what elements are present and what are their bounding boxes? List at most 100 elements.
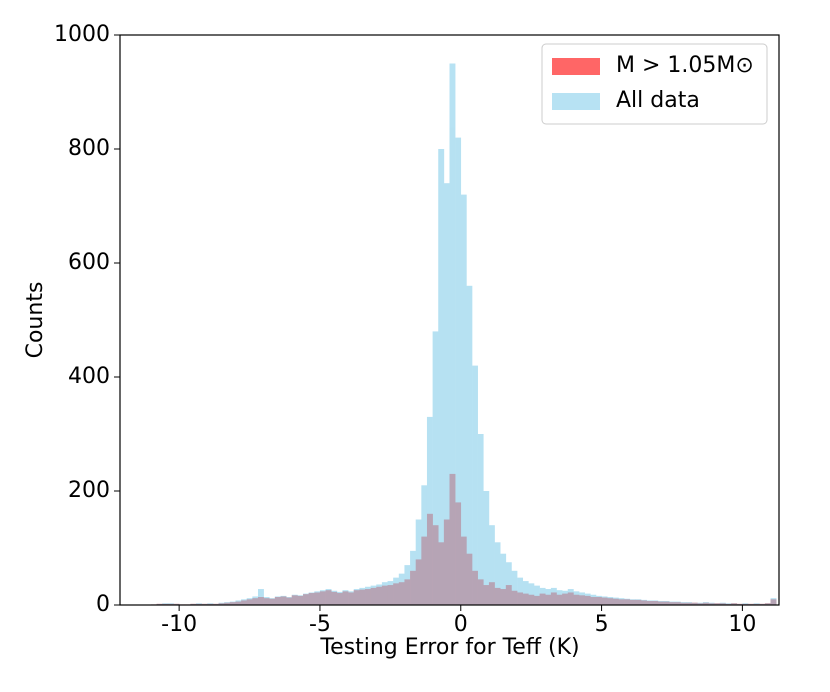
bar [641, 599, 647, 605]
bar [303, 593, 309, 605]
bar [556, 590, 563, 605]
bar [517, 577, 524, 605]
bar [663, 601, 670, 605]
bar [162, 603, 169, 605]
bar [719, 602, 726, 605]
plot-frame [119, 34, 780, 606]
bar [680, 602, 687, 605]
bar [629, 599, 636, 605]
bar [697, 602, 704, 605]
y-tick-label: 600 [68, 250, 110, 275]
bar [241, 599, 248, 605]
bar [381, 582, 388, 605]
bar [691, 602, 698, 605]
y-tick-label: 200 [68, 478, 110, 503]
bar [494, 542, 501, 605]
bar [618, 598, 625, 605]
bar [612, 597, 619, 605]
bar [207, 603, 214, 605]
bar [505, 562, 512, 605]
bar [421, 485, 428, 605]
bar [359, 587, 366, 605]
bar [393, 577, 400, 605]
bar [686, 602, 692, 605]
bar [426, 416, 433, 605]
bar [269, 598, 276, 605]
bar [545, 589, 552, 605]
bar [764, 603, 771, 605]
bar [257, 589, 264, 605]
bar [365, 586, 371, 605]
bar [263, 597, 270, 605]
bar [308, 592, 315, 605]
bar [562, 590, 569, 605]
bar [404, 565, 411, 605]
bar [466, 285, 473, 605]
bar [224, 602, 231, 605]
bar [742, 603, 749, 605]
bar [607, 597, 614, 605]
bar [432, 331, 439, 605]
series [150, 63, 777, 605]
bar [460, 194, 467, 605]
bar [196, 603, 202, 605]
bar [348, 591, 355, 605]
y-tick-label: 0 [96, 592, 110, 617]
bar [387, 581, 394, 605]
bar [753, 603, 760, 605]
bar [415, 519, 422, 605]
y-axis-label: Counts [23, 282, 48, 359]
bar [567, 589, 574, 605]
bar [714, 603, 721, 605]
bar [314, 591, 321, 605]
bar [376, 584, 383, 605]
bar [297, 595, 304, 605]
bar [657, 601, 664, 605]
bar [522, 581, 529, 605]
bar [483, 491, 490, 605]
bar [539, 587, 546, 605]
bar [646, 600, 653, 605]
bar [167, 603, 174, 605]
bar [500, 553, 507, 605]
bar [280, 595, 287, 605]
bar [511, 570, 518, 605]
x-tick-label: -10 [161, 612, 197, 637]
bar [229, 601, 236, 605]
bar [708, 602, 715, 605]
bar [319, 590, 326, 605]
bar [702, 602, 709, 605]
bar [725, 603, 732, 605]
bar [472, 365, 478, 605]
bar [410, 550, 417, 605]
y-tick-label: 400 [68, 364, 110, 389]
bar [449, 63, 456, 605]
legend-label: M > 1.05M⊙ [616, 53, 754, 78]
x-tick-label: 0 [454, 612, 468, 637]
bar [573, 591, 580, 605]
legend-swatch [552, 93, 600, 110]
bar [455, 137, 462, 605]
bar [336, 591, 343, 605]
bar [674, 601, 681, 605]
bar [252, 596, 259, 605]
x-tick-label: -5 [309, 612, 331, 637]
legend-swatch [552, 58, 600, 75]
bar [731, 603, 738, 605]
bar [669, 601, 676, 605]
bar [246, 598, 253, 605]
bar [770, 598, 777, 605]
bar [370, 585, 377, 605]
bar [601, 596, 608, 605]
bar [584, 593, 591, 605]
bar [274, 596, 281, 605]
bar [325, 589, 332, 605]
x-tick-label: 5 [595, 612, 609, 637]
y-tick-label: 1000 [54, 22, 110, 47]
y-tick-label: 800 [68, 136, 110, 161]
bar [635, 599, 642, 605]
bar [443, 183, 450, 605]
x-tick-label: 10 [728, 612, 756, 637]
bar [595, 595, 602, 605]
bar [488, 525, 495, 605]
